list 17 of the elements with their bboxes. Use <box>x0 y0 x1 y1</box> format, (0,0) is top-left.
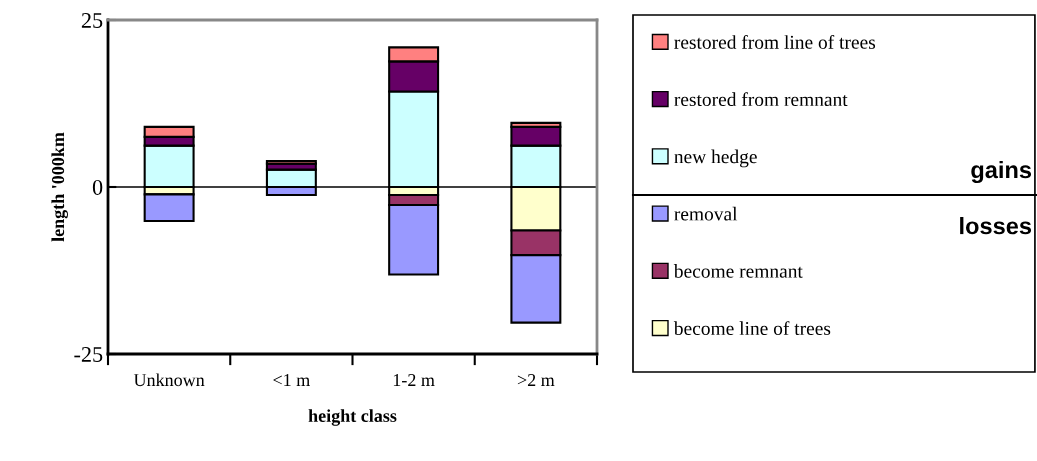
legend-label: removal <box>674 206 738 221</box>
y-axis-title: length '000km <box>51 132 68 242</box>
x-tick-label: >2 m <box>517 374 555 386</box>
x-tick-label: <1 m <box>273 374 310 386</box>
y-tick-label: 25 <box>81 12 103 28</box>
legend-label: new hedge <box>674 149 757 168</box>
legend-label: become line of trees <box>673 321 831 336</box>
legend-label: restored from remnant <box>674 92 848 107</box>
x-tick-label: 1-2 m <box>393 374 435 386</box>
text: losses <box>960 216 1032 235</box>
text: gains <box>971 160 1032 184</box>
x-tick-label: Unknown <box>133 373 205 387</box>
x-axis-title: height class <box>308 409 397 426</box>
y-tick-label: -25 <box>74 346 103 362</box>
y-tick-label: 0 <box>92 179 103 195</box>
legend-label: become remnant <box>673 264 803 278</box>
legend-label: restored from line of trees <box>674 34 876 49</box>
